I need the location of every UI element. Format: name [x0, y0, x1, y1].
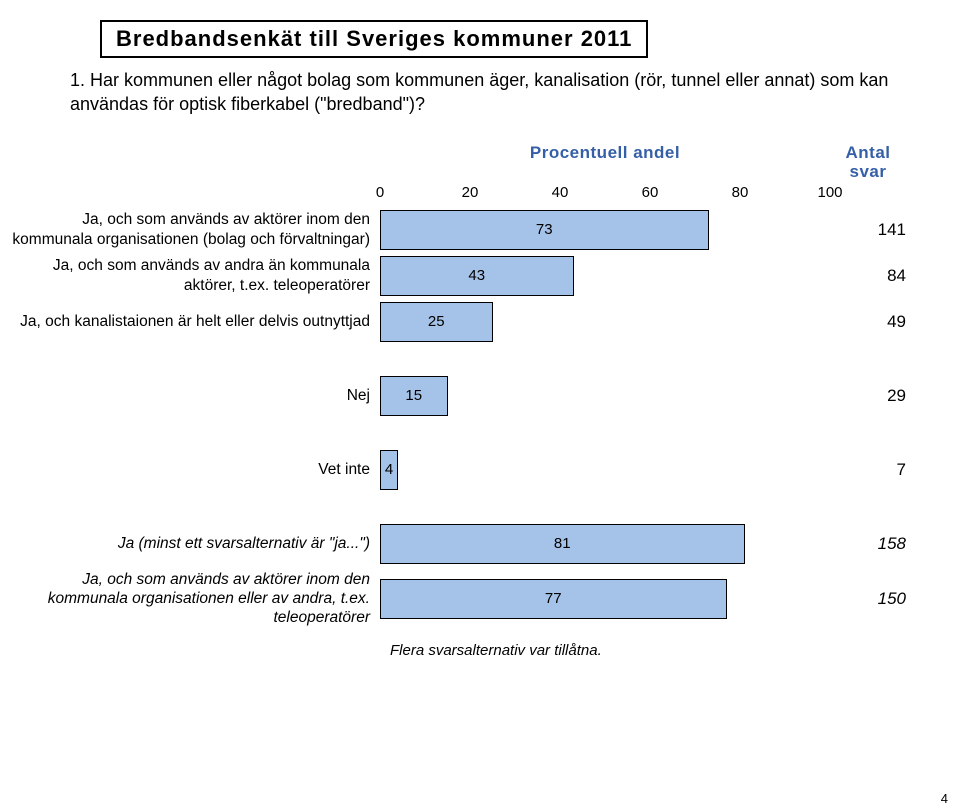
- bar: 81: [380, 524, 745, 564]
- row-label: Vet inte: [10, 460, 380, 479]
- axis-tick: 0: [376, 184, 384, 201]
- page-title-box: Bredbandsenkät till Sveriges kommuner 20…: [100, 20, 648, 58]
- row-label: Ja, och som används av aktörer inom den …: [10, 570, 380, 628]
- bar: 15: [380, 376, 448, 416]
- row-count: 29: [830, 386, 910, 406]
- chart-row: Ja, och kanalistaionen är helt eller del…: [10, 302, 950, 342]
- axis-tick: 80: [732, 184, 749, 201]
- bar: 4: [380, 450, 398, 490]
- axis-tick: 40: [552, 184, 569, 201]
- bar: 73: [380, 210, 709, 250]
- axis-tick: 60: [642, 184, 659, 201]
- chart-row: Ja (minst ett svarsalternativ är "ja..."…: [10, 524, 950, 564]
- x-axis: 0 20 40 60 80 100: [10, 184, 950, 204]
- row-label: Ja, och kanalistaionen är helt eller del…: [10, 312, 380, 331]
- bar: 25: [380, 302, 493, 342]
- column-headers: Procentuell andel Antal svar: [10, 143, 950, 182]
- row-label: Ja (minst ett svarsalternativ är "ja..."…: [10, 534, 380, 553]
- page-number: 4: [941, 791, 948, 806]
- row-count: 150: [830, 589, 910, 609]
- chart-row: Ja, och som används av aktörer inom den …: [10, 210, 950, 250]
- row-label: Ja, och som används av aktörer inom den …: [10, 210, 380, 249]
- bar: 77: [380, 579, 727, 619]
- axis-tick: 20: [462, 184, 479, 201]
- axis-tick: 100: [817, 184, 842, 201]
- header-count: Antal svar: [830, 143, 910, 182]
- row-label: Ja, och som används av andra än kommunal…: [10, 256, 380, 295]
- chart-row: Ja, och som används av aktörer inom den …: [10, 570, 950, 628]
- row-count: 84: [830, 266, 910, 286]
- chart-body: Ja, och som används av aktörer inom den …: [10, 210, 950, 628]
- footnote: Flera svarsalternativ var tillåtna.: [390, 642, 950, 659]
- question-text: 1. Har kommunen eller något bolag som ko…: [70, 68, 910, 117]
- row-label: Nej: [10, 386, 380, 405]
- bar: 43: [380, 256, 574, 296]
- chart-row: Ja, och som används av andra än kommunal…: [10, 256, 950, 296]
- row-count: 49: [830, 312, 910, 332]
- header-percent: Procentuell andel: [380, 143, 830, 163]
- row-count: 7: [830, 460, 910, 480]
- chart-row: Vet inte4 7: [10, 450, 950, 490]
- chart-row: Nej15 29: [10, 376, 950, 416]
- row-count: 141: [830, 220, 910, 240]
- page-title: Bredbandsenkät till Sveriges kommuner 20…: [116, 26, 632, 51]
- row-count: 158: [830, 534, 910, 554]
